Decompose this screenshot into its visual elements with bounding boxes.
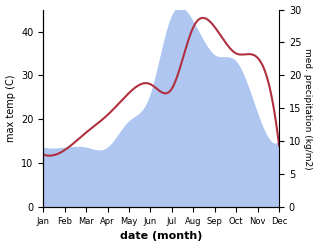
Y-axis label: med. precipitation (kg/m2): med. precipitation (kg/m2) xyxy=(303,48,313,169)
Y-axis label: max temp (C): max temp (C) xyxy=(5,75,16,142)
X-axis label: date (month): date (month) xyxy=(120,231,202,242)
